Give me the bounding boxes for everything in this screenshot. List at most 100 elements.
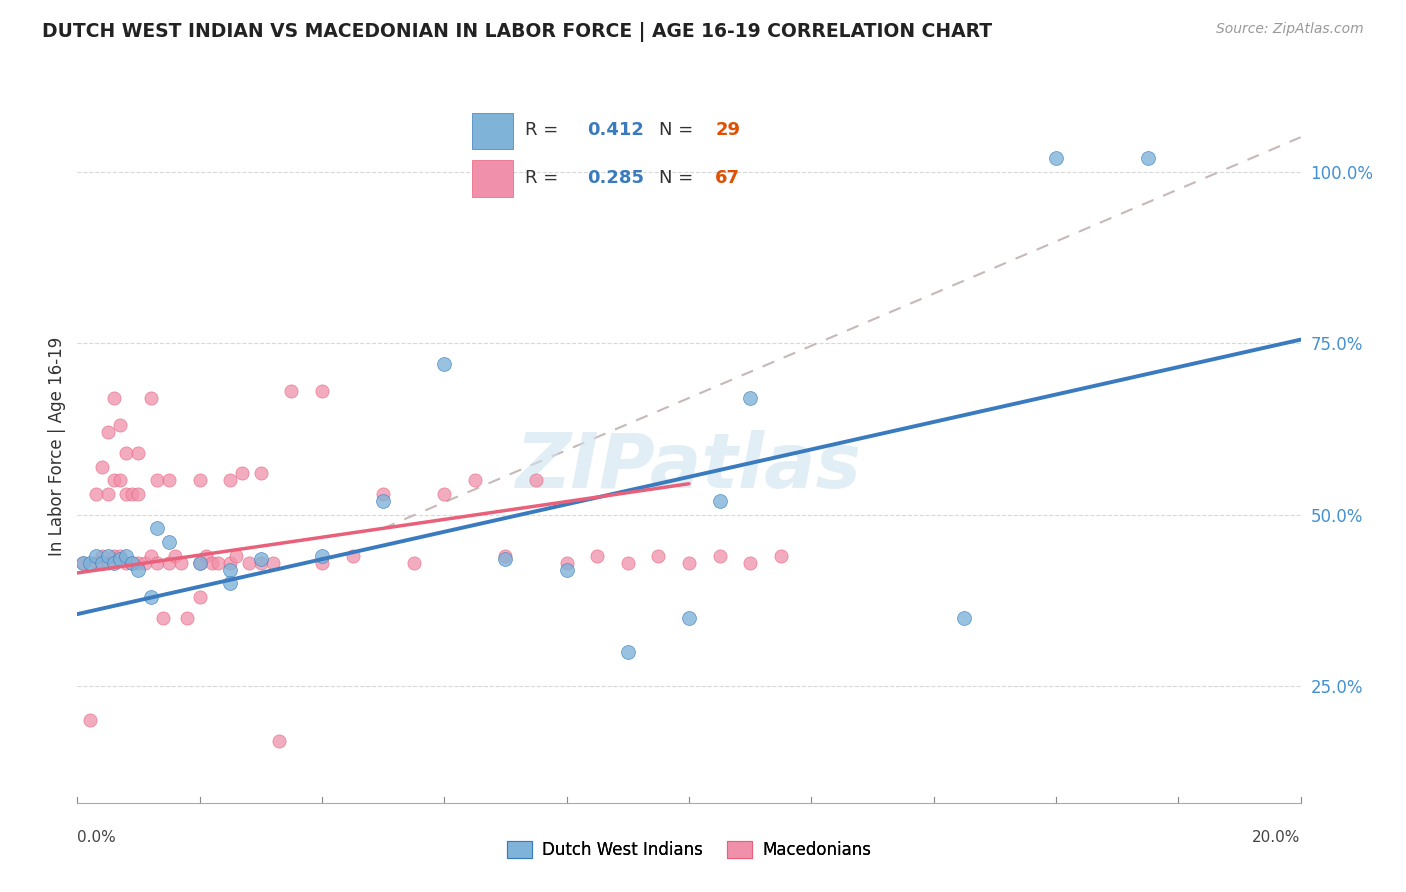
Point xyxy=(194,549,217,563)
Point xyxy=(647,549,669,563)
Point xyxy=(1136,151,1159,165)
Point xyxy=(188,556,211,570)
Point xyxy=(678,610,700,624)
Point xyxy=(97,556,120,570)
Point xyxy=(121,487,143,501)
Text: 20.0%: 20.0% xyxy=(1253,830,1301,845)
Point xyxy=(262,556,284,570)
Point xyxy=(108,552,131,566)
Point xyxy=(72,556,94,570)
Point xyxy=(709,549,731,563)
Point xyxy=(207,556,229,570)
Point xyxy=(108,549,131,563)
Point xyxy=(555,562,578,576)
Point xyxy=(165,549,187,563)
Point xyxy=(103,549,125,563)
Y-axis label: In Labor Force | Age 16-19: In Labor Force | Age 16-19 xyxy=(48,336,66,556)
Point xyxy=(402,556,425,570)
Point xyxy=(134,556,156,570)
Point xyxy=(740,391,762,405)
Text: Source: ZipAtlas.com: Source: ZipAtlas.com xyxy=(1216,22,1364,37)
Point xyxy=(108,418,131,433)
Point xyxy=(97,549,120,563)
Point xyxy=(231,467,253,481)
Point xyxy=(121,556,143,570)
Text: 0.0%: 0.0% xyxy=(77,830,117,845)
Point xyxy=(115,549,138,563)
Point xyxy=(250,467,273,481)
Point xyxy=(127,562,149,576)
Point xyxy=(90,556,112,570)
Point xyxy=(97,425,120,440)
Point xyxy=(269,734,291,748)
Point xyxy=(157,556,180,570)
Point xyxy=(103,473,125,487)
Point xyxy=(72,556,94,570)
Point xyxy=(709,494,731,508)
Point xyxy=(79,714,101,728)
Legend: Dutch West Indians, Macedonians: Dutch West Indians, Macedonians xyxy=(501,834,877,866)
Point xyxy=(769,549,792,563)
Point xyxy=(127,556,149,570)
Text: ZIPatlas: ZIPatlas xyxy=(516,431,862,504)
Point xyxy=(219,562,242,576)
Point xyxy=(127,446,149,460)
Point xyxy=(103,556,125,570)
Point xyxy=(617,645,640,659)
Point xyxy=(464,473,486,487)
Point xyxy=(433,357,456,371)
Point xyxy=(188,590,211,604)
Point xyxy=(188,473,211,487)
Point xyxy=(495,552,517,566)
Point xyxy=(146,521,169,535)
Point xyxy=(157,473,180,487)
Point xyxy=(97,487,120,501)
Point xyxy=(311,549,333,563)
Point xyxy=(524,473,547,487)
Point xyxy=(176,610,198,624)
Point xyxy=(103,391,125,405)
Point xyxy=(121,556,143,570)
Point xyxy=(201,556,224,570)
Point xyxy=(157,535,180,549)
Point xyxy=(115,556,138,570)
Point xyxy=(555,556,578,570)
Point xyxy=(108,473,131,487)
Point xyxy=(250,556,273,570)
Point xyxy=(90,549,112,563)
Point xyxy=(219,576,242,591)
Point xyxy=(678,556,700,570)
Point xyxy=(225,549,247,563)
Point xyxy=(280,384,302,398)
Point xyxy=(170,556,193,570)
Point xyxy=(371,494,394,508)
Point xyxy=(139,549,162,563)
Point xyxy=(219,556,242,570)
Point xyxy=(740,556,762,570)
Point xyxy=(115,487,138,501)
Point xyxy=(84,556,107,570)
Text: DUTCH WEST INDIAN VS MACEDONIAN IN LABOR FORCE | AGE 16-19 CORRELATION CHART: DUTCH WEST INDIAN VS MACEDONIAN IN LABOR… xyxy=(42,22,993,42)
Point xyxy=(90,459,112,474)
Point xyxy=(342,549,364,563)
Point xyxy=(433,487,456,501)
Point xyxy=(84,487,107,501)
Point xyxy=(311,556,333,570)
Point xyxy=(152,610,174,624)
Point xyxy=(146,556,169,570)
Point xyxy=(1045,151,1067,165)
Point xyxy=(495,549,517,563)
Point xyxy=(617,556,640,570)
Point xyxy=(127,487,149,501)
Point xyxy=(84,549,107,563)
Point xyxy=(238,556,260,570)
Point xyxy=(371,487,394,501)
Point xyxy=(953,610,976,624)
Point xyxy=(188,556,211,570)
Point xyxy=(146,473,169,487)
Point xyxy=(79,556,101,570)
Point xyxy=(586,549,609,563)
Point xyxy=(219,473,242,487)
Point xyxy=(250,552,273,566)
Point xyxy=(311,384,333,398)
